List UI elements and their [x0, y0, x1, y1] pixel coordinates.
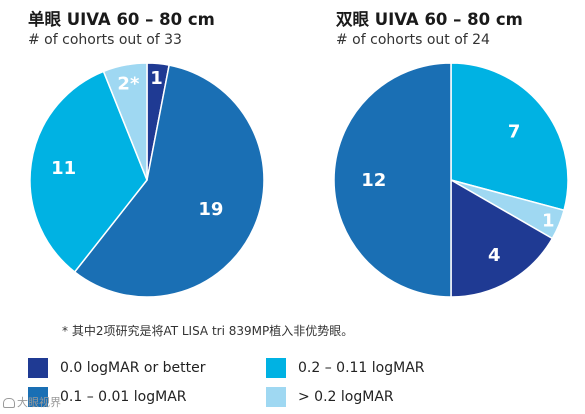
left-chart-subtitle: # of cohorts out of 33	[28, 32, 182, 48]
pie-slice	[450, 62, 569, 212]
slice-label: 1	[542, 210, 555, 231]
slice-label: 11	[51, 158, 76, 179]
left-chart-title: 单眼 UIVA 60 – 80 cm	[28, 10, 215, 29]
right-chart-title: 双眼 UIVA 60 – 80 cm	[336, 10, 523, 29]
pie-slice	[333, 62, 452, 298]
legend-swatch	[28, 358, 48, 378]
legend-item-1: 0.2 – 0.11 logMAR	[266, 358, 425, 378]
legend-swatch	[266, 387, 286, 407]
slice-label: 12	[361, 170, 386, 191]
legend-item-0: 0.0 logMAR or better	[28, 358, 206, 378]
pie-slice	[73, 64, 265, 298]
watermark-text: 大眼视界	[17, 396, 61, 409]
legend-label: 0.1 – 0.01 logMAR	[60, 389, 187, 405]
eye-logo-icon	[3, 398, 15, 408]
footnote: * 其中2项研究是将AT LISA tri 839MP植入非优势眼。	[62, 324, 354, 338]
slice-label: 4	[488, 245, 501, 266]
pie-slice	[102, 62, 148, 181]
slice-label: 2*	[117, 73, 140, 94]
slice-label: 19	[198, 199, 223, 220]
right-chart-subtitle: # of cohorts out of 24	[336, 32, 490, 48]
legend-label: > 0.2 logMAR	[298, 389, 394, 405]
legend-label: 0.0 logMAR or better	[60, 360, 206, 376]
legend-item-2: 0.1 – 0.01 logMAR	[28, 387, 187, 407]
pie-slice	[450, 178, 554, 298]
legend-label: 0.2 – 0.11 logMAR	[298, 360, 425, 376]
watermark: 大眼视界	[3, 394, 61, 410]
legend-swatch	[28, 387, 48, 407]
legend-item-3: > 0.2 logMAR	[266, 387, 394, 407]
legend-swatch	[266, 358, 286, 378]
slice-label: 1	[150, 68, 163, 89]
slice-label: 7	[508, 122, 521, 143]
pie-slice	[29, 70, 148, 274]
